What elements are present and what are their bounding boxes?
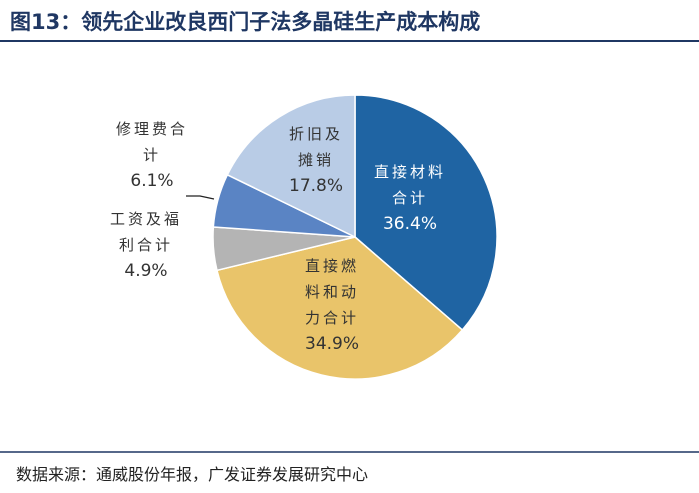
slice-name: 折旧及摊销: [289, 125, 344, 169]
pie-slice: [354, 94, 498, 332]
value-label: 34.9%: [305, 334, 360, 354]
pie-slice: [226, 94, 356, 239]
value-label: 6.1%: [130, 171, 174, 191]
slice-name: 直接燃料和动力合计: [305, 257, 360, 327]
value-label: 4.9%: [124, 261, 168, 281]
slice-label: 折旧及摊销 17.8%: [289, 121, 343, 199]
slice-label: 直接燃料和动力合计 34.9%: [305, 253, 359, 357]
slice-name: 修理费合计: [116, 120, 189, 164]
slice-label: 修理费合计 6.1%: [116, 116, 188, 194]
value-label: 36.4%: [382, 214, 437, 234]
slice-label: 工资及福利合计 4.9%: [110, 206, 182, 284]
pie-slice: [216, 236, 464, 380]
slice-label: 直接材料合计 36.4%: [374, 159, 446, 237]
value-label: 17.8%: [289, 176, 344, 196]
chart-title: 图13：领先企业改良西门子法多晶硅生产成本构成: [10, 10, 481, 34]
leader-line: [186, 195, 215, 200]
slice-name: 工资及福利合计: [110, 210, 183, 254]
source-note: 数据来源：通威股份年报，广发证券发展研究中心: [16, 465, 369, 484]
slice-name: 直接材料合计: [374, 163, 447, 207]
